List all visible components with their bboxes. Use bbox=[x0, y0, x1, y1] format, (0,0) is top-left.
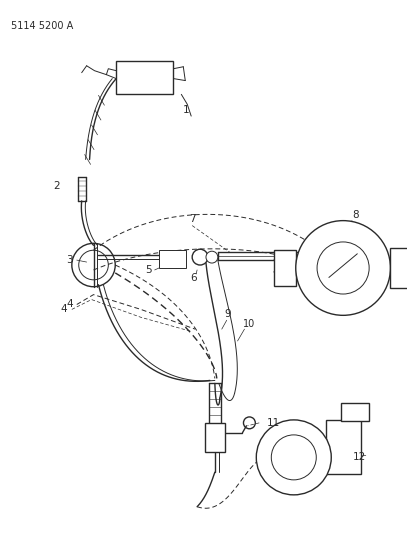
Text: 2: 2 bbox=[54, 181, 60, 191]
Text: 5114 5200 A: 5114 5200 A bbox=[11, 21, 73, 31]
Text: 5: 5 bbox=[145, 265, 152, 275]
Text: 4: 4 bbox=[61, 304, 67, 314]
Text: 12: 12 bbox=[352, 453, 365, 463]
FancyBboxPatch shape bbox=[389, 248, 407, 288]
FancyBboxPatch shape bbox=[340, 403, 368, 421]
FancyBboxPatch shape bbox=[204, 423, 224, 453]
Text: 6: 6 bbox=[189, 273, 196, 283]
FancyBboxPatch shape bbox=[326, 420, 360, 474]
Text: 7: 7 bbox=[189, 214, 195, 224]
Text: 8: 8 bbox=[352, 209, 358, 220]
Text: 3: 3 bbox=[66, 255, 73, 265]
FancyBboxPatch shape bbox=[116, 61, 173, 94]
Circle shape bbox=[256, 420, 330, 495]
FancyBboxPatch shape bbox=[273, 250, 295, 286]
Circle shape bbox=[192, 249, 207, 265]
Text: 11: 11 bbox=[267, 418, 280, 428]
Text: 1: 1 bbox=[183, 105, 189, 115]
Text: 9: 9 bbox=[224, 309, 230, 319]
FancyBboxPatch shape bbox=[158, 250, 186, 268]
Text: 10: 10 bbox=[243, 319, 255, 329]
Text: 4: 4 bbox=[66, 300, 73, 310]
Circle shape bbox=[205, 251, 217, 263]
Circle shape bbox=[295, 221, 389, 316]
